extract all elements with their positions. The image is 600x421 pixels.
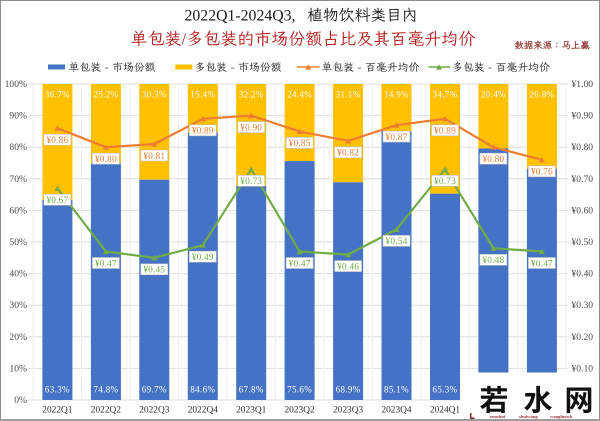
svg-text:85.1%: 85.1% — [384, 384, 409, 394]
svg-text:¥0.90: ¥0.90 — [572, 111, 594, 122]
svg-text:2023Q2: 2023Q2 — [284, 406, 315, 416]
svg-text:2024Q1: 2024Q1 — [430, 406, 461, 416]
svg-text:¥0.50: ¥0.50 — [572, 237, 594, 248]
svg-text:74.8%: 74.8% — [93, 384, 118, 394]
svg-text:¥0.87: ¥0.87 — [386, 133, 408, 143]
svg-text:shuiwang: shuiwang — [519, 414, 538, 419]
svg-text:¥0.10: ¥0.10 — [572, 363, 594, 374]
svg-text:¥0.82: ¥0.82 — [337, 149, 359, 159]
svg-text:70%: 70% — [9, 174, 27, 185]
svg-text:¥0.20: ¥0.20 — [572, 332, 594, 343]
svg-text:67.8%: 67.8% — [239, 384, 264, 394]
svg-text:2022Q3: 2022Q3 — [139, 406, 170, 416]
svg-text:60%: 60% — [9, 205, 27, 216]
svg-text:¥0.46: ¥0.46 — [337, 262, 359, 272]
svg-text:30.3%: 30.3% — [142, 89, 167, 99]
svg-text:¥0.30: ¥0.30 — [572, 300, 594, 311]
svg-text:/: / — [182, 30, 187, 49]
svg-text:84.6%: 84.6% — [190, 384, 215, 394]
svg-text:2022Q1: 2022Q1 — [42, 406, 73, 416]
svg-text:20%: 20% — [9, 332, 27, 343]
svg-text:30%: 30% — [9, 300, 27, 311]
svg-text:90%: 90% — [9, 111, 27, 122]
svg-text:20.4%: 20.4% — [481, 89, 506, 99]
svg-text:65.3%: 65.3% — [433, 384, 458, 394]
svg-text:¥0.81: ¥0.81 — [143, 152, 165, 162]
svg-text:0%: 0% — [14, 395, 27, 406]
svg-text:¥0.60: ¥0.60 — [572, 205, 594, 216]
svg-text:26.8%: 26.8% — [529, 89, 554, 99]
svg-text:75.6%: 75.6% — [287, 384, 312, 394]
svg-text:80%: 80% — [9, 142, 27, 153]
svg-text:¥0.47: ¥0.47 — [289, 259, 311, 269]
svg-text:¥0.47: ¥0.47 — [95, 259, 117, 269]
svg-text:¥0.90: ¥0.90 — [240, 123, 262, 133]
svg-text:wangluowh: wangluowh — [550, 414, 573, 419]
svg-text:69.7%: 69.7% — [142, 384, 167, 394]
svg-text:ruoshui: ruoshui — [490, 414, 506, 419]
svg-text:2022Q4: 2022Q4 — [188, 406, 219, 416]
svg-text:¥0.40: ¥0.40 — [572, 269, 594, 280]
svg-text:10%: 10% — [9, 363, 27, 374]
svg-text:¥0.80: ¥0.80 — [95, 155, 117, 165]
svg-text:¥0.80: ¥0.80 — [572, 142, 594, 153]
svg-text:25.2%: 25.2% — [93, 89, 118, 99]
svg-text:¥0.47: ¥0.47 — [531, 259, 553, 269]
svg-text:24.4%: 24.4% — [287, 89, 312, 99]
svg-text:40%: 40% — [9, 269, 27, 280]
svg-text:¥0.73: ¥0.73 — [434, 177, 456, 187]
svg-text:¥0.86: ¥0.86 — [46, 136, 68, 146]
svg-text:100%: 100% — [5, 79, 27, 90]
svg-text:2023Q3: 2023Q3 — [333, 406, 364, 416]
svg-text:2023Q4: 2023Q4 — [381, 406, 412, 416]
svg-text:¥0.70: ¥0.70 — [572, 174, 594, 185]
svg-text:2022Q2: 2022Q2 — [91, 406, 122, 416]
svg-text:31.1%: 31.1% — [336, 89, 361, 99]
svg-text:2022Q1-2024Q3,: 2022Q1-2024Q3, — [185, 7, 296, 24]
svg-text:¥0.67: ¥0.67 — [46, 196, 68, 206]
svg-text:¥0.85: ¥0.85 — [289, 139, 311, 149]
svg-text:¥0.80: ¥0.80 — [482, 155, 504, 165]
svg-text:50%: 50% — [9, 237, 27, 248]
svg-text:¥0.76: ¥0.76 — [531, 168, 553, 178]
svg-text:¥0.73: ¥0.73 — [240, 177, 262, 187]
svg-text:63.3%: 63.3% — [45, 384, 70, 394]
svg-text:¥1.00: ¥1.00 — [572, 79, 594, 90]
svg-text:36.7%: 36.7% — [45, 89, 70, 99]
svg-text:¥0.49: ¥0.49 — [192, 253, 214, 263]
svg-text:¥0.48: ¥0.48 — [482, 256, 504, 266]
svg-text:2023Q1: 2023Q1 — [236, 406, 267, 416]
svg-text:34.7%: 34.7% — [433, 89, 458, 99]
svg-text:¥0.89: ¥0.89 — [192, 127, 214, 137]
svg-text:68.9%: 68.9% — [336, 384, 361, 394]
svg-text:15.4%: 15.4% — [190, 89, 215, 99]
svg-text:¥0.89: ¥0.89 — [434, 127, 456, 137]
svg-text:¥0.45: ¥0.45 — [143, 266, 165, 276]
svg-text:32.2%: 32.2% — [239, 89, 264, 99]
svg-text:¥0.54: ¥0.54 — [386, 237, 408, 247]
svg-text:14.9%: 14.9% — [384, 89, 409, 99]
